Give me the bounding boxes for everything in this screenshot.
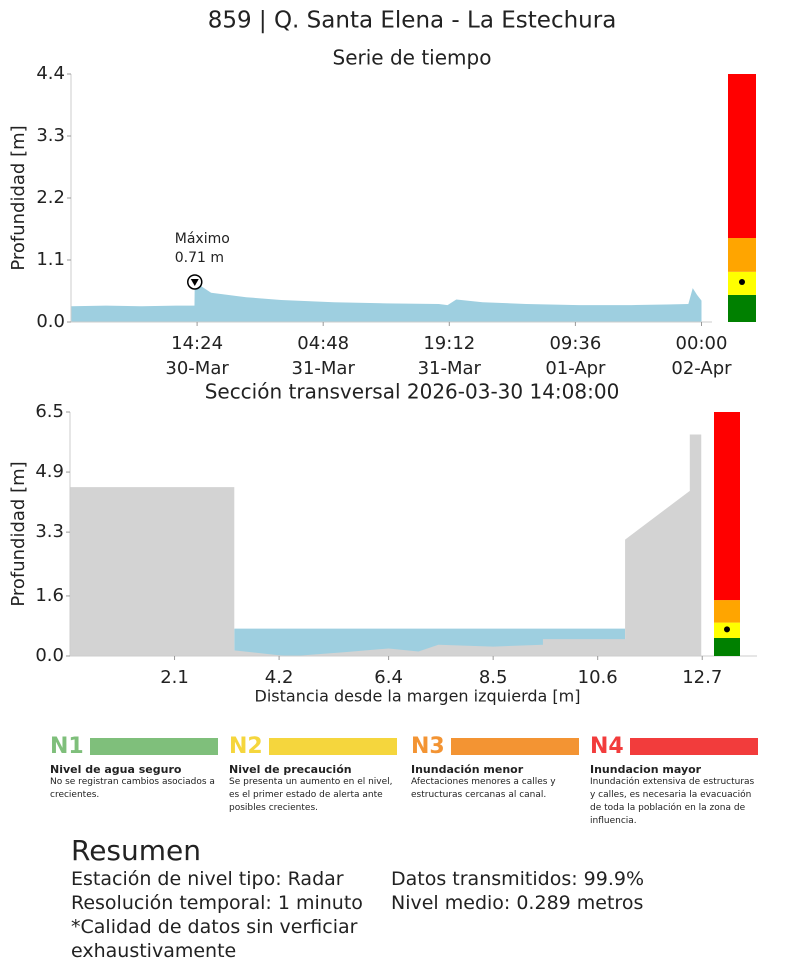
y-tick-label: 6.5 bbox=[35, 401, 64, 422]
x-tick-label: 4.2 bbox=[265, 667, 294, 688]
level-name: Inundación menor bbox=[411, 763, 524, 776]
level-bar bbox=[630, 738, 758, 755]
y-axis-label: Profundidad [m] bbox=[8, 461, 29, 606]
alert-level bbox=[728, 74, 756, 239]
level: N2 Nivel de precaución Se presenta un aume… bbox=[229, 734, 397, 815]
summary-line: Estación de nivel tipo: Radar bbox=[71, 868, 344, 890]
alert-marker bbox=[739, 278, 745, 285]
chart-title: Serie de tiempo bbox=[333, 46, 492, 70]
alert-level bbox=[728, 238, 756, 272]
x-tick-label: 04:48 31-Mar bbox=[292, 333, 356, 379]
x-tick-label: 09:36 01-Apr bbox=[545, 333, 606, 379]
level-head: N2 bbox=[229, 734, 397, 759]
y-tick-label: 3.3 bbox=[35, 521, 64, 542]
level-bar bbox=[269, 738, 397, 755]
summary: Resumen Estación de nivel tipo: Radar Res… bbox=[71, 834, 711, 963]
y-tick-label: 0.0 bbox=[36, 311, 65, 332]
x-tick-label: 2.1 bbox=[160, 667, 189, 688]
charts: 859 | Q. Santa Elena - La Estechura Seri… bbox=[8, 8, 757, 706]
area bbox=[71, 281, 702, 322]
level-description: No se registran cambios asociados a crec… bbox=[50, 777, 215, 800]
summary-title: Resumen bbox=[71, 834, 202, 867]
level-head: N4 bbox=[590, 734, 758, 759]
summary-line: *Calidad de datos sin verficiar exhausti… bbox=[71, 916, 358, 962]
level-code: N1 bbox=[50, 734, 84, 759]
alert-level bbox=[714, 637, 740, 656]
y-tick-label: 4.4 bbox=[36, 63, 65, 84]
x-tick-label: 8.5 bbox=[479, 667, 508, 688]
chart-title: Sección transversal 2026-03-30 14:08:00 bbox=[205, 380, 620, 404]
alert-level bbox=[714, 412, 740, 601]
x-tick-label: 00:00 02-Apr bbox=[671, 333, 732, 379]
y-tick-label: 4.9 bbox=[35, 461, 64, 482]
alert-marker bbox=[724, 626, 730, 633]
annotation-value: 0.71 m bbox=[175, 250, 224, 266]
main-title: 859 | Q. Santa Elena - La Estechura bbox=[208, 8, 617, 34]
level-description: Afectaciones menores a calles y estructu… bbox=[411, 777, 556, 800]
y-tick-label: 0.0 bbox=[35, 645, 64, 666]
summary-line: Datos transmitidos: 99.9% bbox=[391, 868, 645, 890]
level-name: Inundacion mayor bbox=[590, 763, 702, 776]
x-tick-label: 14:24 30-Mar bbox=[165, 333, 229, 379]
y-tick-label: 2.2 bbox=[36, 187, 65, 208]
level: N4 Inundacion mayor Inundación extensiva d… bbox=[590, 734, 758, 828]
level-code: N2 bbox=[229, 734, 263, 759]
summary-columns: Estación de nivel tipo: Radar Resolución … bbox=[71, 867, 711, 963]
level-description: Se presenta un aumento en el nivel, es e… bbox=[229, 777, 393, 813]
max-marker-arrow bbox=[190, 278, 199, 286]
level-head: N1 bbox=[50, 734, 218, 759]
level: N1 Nivel de agua seguro No se registran ca… bbox=[50, 734, 218, 802]
level-description: Inundación extensiva de estructuras y ca… bbox=[590, 777, 755, 826]
annotation-text: Máximo bbox=[175, 231, 230, 247]
x-tick-label: 19:12 31-Mar bbox=[418, 333, 482, 379]
level-name: Nivel de agua seguro bbox=[50, 763, 182, 776]
x-tick-label: 6.4 bbox=[374, 667, 403, 688]
y-axis-label: Profundidad [m] bbox=[8, 125, 29, 270]
level: N3 Inundación menor Afectaciones menores a… bbox=[411, 734, 579, 802]
level-bar bbox=[451, 738, 579, 755]
x-tick-label: 10.6 bbox=[578, 667, 618, 688]
y-tick-label: 3.3 bbox=[36, 125, 65, 146]
summary-right: Datos transmitidos: 99.9% Nivel medio: 0.… bbox=[391, 867, 711, 963]
level-code: N4 bbox=[590, 734, 624, 759]
level-code: N3 bbox=[411, 734, 445, 759]
x-axis-label: Distancia desde la margen izquierda [m] bbox=[255, 687, 581, 706]
y-tick-label: 1.1 bbox=[36, 249, 65, 270]
area bbox=[70, 434, 702, 656]
level-head: N3 bbox=[411, 734, 579, 759]
alert-level bbox=[728, 294, 756, 322]
summary-left: Estación de nivel tipo: Radar Resolución … bbox=[71, 867, 391, 963]
y-tick-label: 1.6 bbox=[35, 585, 64, 606]
alert-level bbox=[714, 600, 740, 623]
x-tick-label: 12.7 bbox=[682, 667, 722, 688]
summary-line: Nivel medio: 0.289 metros bbox=[391, 892, 644, 914]
summary-line: Resolución temporal: 1 minuto bbox=[71, 892, 363, 914]
level-bar bbox=[90, 738, 218, 755]
level-name: Nivel de precaución bbox=[229, 763, 352, 776]
